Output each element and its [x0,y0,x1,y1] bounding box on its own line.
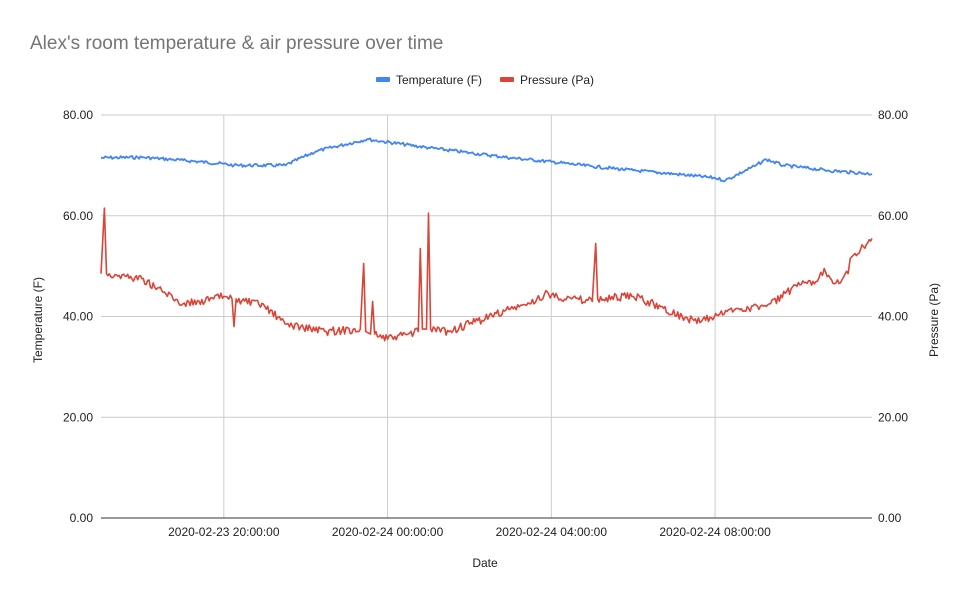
series-pressure [100,207,873,342]
y-axis-left-label: Temperature (F) [31,277,45,363]
series-line [100,207,873,342]
y-tick-left-label: 60.00 [63,209,93,223]
legend-swatch-pressure [500,77,514,82]
y-tick-right-label: 60.00 [878,209,908,223]
x-tick-label: 2020-02-24 08:00:00 [659,525,771,539]
y-tick-right-label: 0.00 [878,511,902,525]
y-tick-right-label: 40.00 [878,310,908,324]
y-tick-left-label: 80.00 [63,108,93,122]
y-tick-left-label: 20.00 [63,410,93,424]
legend-label-pressure: Pressure (Pa) [520,73,594,87]
gridlines [101,114,872,518]
y-tick-left-label: 40.00 [63,310,93,324]
chart-title: Alex's room temperature & air pressure o… [30,33,443,54]
x-axis-label: Date [472,556,498,570]
legend-label-temperature: Temperature (F) [396,73,482,87]
y-tick-right-label: 20.00 [878,410,908,424]
y-axis-right-label: Pressure (Pa) [927,283,941,357]
legend-item-temperature[interactable]: Temperature (F) [376,73,482,87]
y-axis-left-ticks: 0.00 20.00 40.00 60.00 80.00 [63,108,93,525]
x-tick-label: 2020-02-24 00:00:00 [332,525,444,539]
legend-item-pressure[interactable]: Pressure (Pa) [500,73,594,87]
legend: Temperature (F) Pressure (Pa) [376,73,594,87]
series-temperature [101,137,873,183]
x-tick-label: 2020-02-23 20:00:00 [168,525,280,539]
series-lines [100,137,873,342]
series-line [101,137,873,183]
y-axis-right-ticks: 0.00 20.00 40.00 60.00 80.00 [878,108,908,525]
x-tick-label: 2020-02-24 04:00:00 [496,525,608,539]
y-tick-left-label: 0.00 [70,511,94,525]
legend-swatch-temperature [376,77,390,82]
x-axis-ticks: 2020-02-23 20:00:00 2020-02-24 00:00:00 20… [168,525,771,539]
y-tick-right-label: 80.00 [878,108,908,122]
